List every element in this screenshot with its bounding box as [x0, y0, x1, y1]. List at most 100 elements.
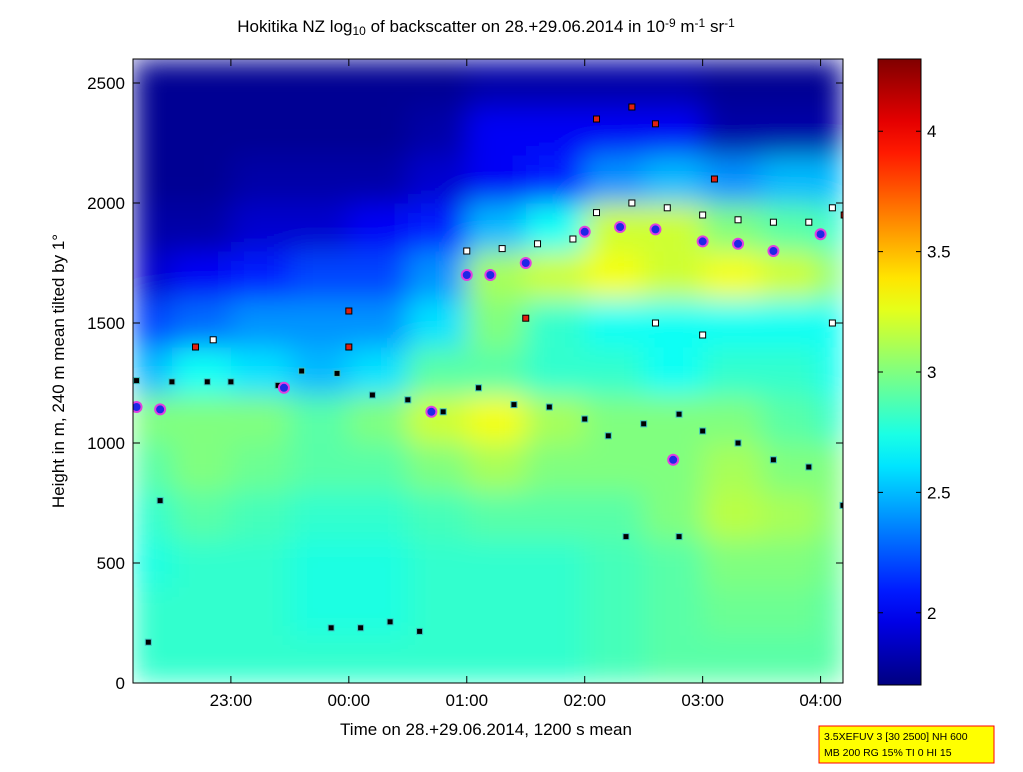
heatmap-cell: [466, 59, 527, 108]
heatmap-cell: [525, 539, 586, 588]
heatmap-cell: [466, 539, 527, 588]
marker: [628, 199, 636, 207]
marker: [651, 120, 659, 128]
heatmap-cell: [230, 203, 291, 252]
heatmap-cell: [466, 587, 527, 636]
heatmap-cell: [702, 251, 763, 300]
marker: [345, 343, 353, 351]
heatmap-cell: [289, 635, 350, 683]
heatmap-cell: [525, 491, 586, 540]
heatmap-cell: [230, 491, 291, 540]
heatmap-cell: [525, 347, 586, 396]
heatmap-cell: [171, 635, 232, 683]
colorbar: [877, 58, 922, 686]
marker: [298, 367, 306, 375]
title-part: 10: [352, 24, 366, 38]
title-part: -1: [724, 16, 735, 30]
y-axis-label: Height in m, 240 m mean tilted by 1°: [49, 234, 68, 508]
heatmap-cell: [348, 395, 409, 444]
marker: [663, 204, 671, 212]
heatmap-cell: [171, 539, 232, 588]
y-tick-label: 2000: [87, 194, 125, 213]
title-part: -9: [665, 16, 676, 30]
heatmap-cell: [407, 347, 468, 396]
heatmap-cell: [230, 59, 291, 108]
heatmap-cell: [525, 107, 586, 156]
heatmap-cell: [820, 491, 843, 540]
marker: [168, 378, 176, 386]
marker: [622, 533, 630, 541]
marker: [133, 377, 141, 385]
heatmap-cell: [820, 347, 843, 396]
heatmap-cell: [133, 443, 173, 492]
marker: [614, 221, 627, 233]
marker: [840, 211, 843, 219]
x-tick-label: 00:00: [328, 691, 371, 710]
marker: [345, 307, 353, 315]
heatmap-cell: [761, 395, 822, 444]
marker: [416, 627, 424, 635]
marker: [604, 432, 612, 440]
heatmap-cell: [525, 59, 586, 108]
colorbar-tick-label: 2.5: [927, 483, 951, 502]
marker: [805, 463, 813, 471]
y-tick-label: 1500: [87, 314, 125, 333]
heatmap-cell: [348, 299, 409, 348]
annotation-box: [818, 725, 995, 764]
heatmap-cell: [643, 395, 704, 444]
x-tick-label: 02:00: [563, 691, 606, 710]
heatmap-cell: [407, 395, 468, 444]
heatmap-cell: [171, 587, 232, 636]
heatmap-cell: [348, 107, 409, 156]
heatmap-cell: [584, 107, 645, 156]
heatmap-cell: [466, 443, 527, 492]
heatmap-cell: [466, 107, 527, 156]
marker: [192, 343, 200, 351]
heatmap-cell: [407, 203, 468, 252]
heatmap-cell: [820, 539, 843, 588]
heatmap-cell: [407, 443, 468, 492]
marker: [357, 624, 365, 632]
marker: [649, 223, 662, 236]
heatmap-cell: [171, 155, 232, 204]
heatmap-cell: [466, 251, 527, 300]
y-tick-label: 0: [116, 674, 125, 693]
marker: [333, 369, 341, 377]
heatmap-cell: [702, 107, 763, 156]
heatmap-cell: [230, 107, 291, 156]
heatmap-cell: [230, 539, 291, 588]
x-tick-label: 01:00: [445, 691, 488, 710]
annotation-line: MB 200 RG 15% TI 0 HI 15: [824, 747, 952, 759]
heatmap-cell: [348, 203, 409, 252]
heatmap-cell: [820, 59, 843, 108]
heatmap-cell: [761, 155, 822, 204]
title-part: -1: [695, 16, 706, 30]
heatmap-cell: [820, 203, 843, 252]
marker: [578, 225, 591, 238]
marker: [522, 314, 530, 322]
heatmap-cell: [171, 251, 232, 300]
marker: [534, 240, 542, 248]
heatmap-cell: [820, 107, 843, 156]
marker: [368, 391, 376, 399]
x-tick-label: 03:00: [681, 691, 724, 710]
heatmap-cell: [133, 635, 173, 683]
marker: [734, 216, 742, 224]
heatmap-cell: [643, 539, 704, 588]
marker: [699, 427, 707, 435]
heatmap-cell: [407, 59, 468, 108]
marker: [475, 384, 483, 392]
heatmap-cell: [584, 443, 645, 492]
heatmap-cell: [702, 539, 763, 588]
heatmap-cell: [348, 635, 409, 683]
heatmap-cell: [702, 443, 763, 492]
heatmap-cell: [643, 107, 704, 156]
marker: [805, 218, 813, 226]
heatmap-cell: [407, 539, 468, 588]
x-axis-label: Time on 28.+29.06.2014, 1200 s mean: [340, 720, 632, 739]
title-part: of backscatter on 28.+29.06.2014 in 10: [366, 17, 665, 36]
marker: [667, 453, 680, 466]
heatmap-cell: [466, 491, 527, 540]
marker: [484, 269, 497, 281]
